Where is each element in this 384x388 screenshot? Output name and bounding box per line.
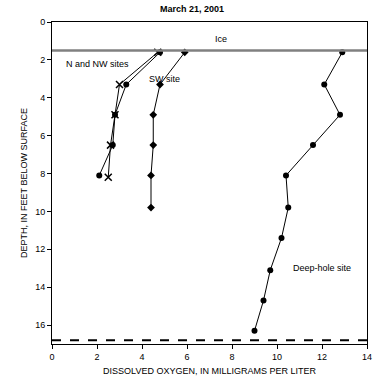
svg-text:12: 12	[35, 244, 45, 254]
svg-text:SW site: SW site	[149, 74, 180, 84]
svg-text:10: 10	[35, 207, 45, 217]
svg-text:4: 4	[40, 93, 45, 103]
svg-text:6: 6	[40, 131, 45, 141]
svg-text:Deep-hole site: Deep-hole site	[293, 263, 351, 273]
svg-text:8: 8	[229, 352, 234, 362]
svg-text:6: 6	[184, 352, 189, 362]
svg-text:DEPTH, IN FEET BELOW SURFACE: DEPTH, IN FEET BELOW SURFACE	[19, 108, 29, 258]
svg-text:March 21, 2001: March 21, 2001	[160, 4, 224, 14]
svg-text:N and NW sites: N and NW sites	[66, 59, 129, 69]
svg-text:4: 4	[139, 352, 144, 362]
svg-text:Ice: Ice	[215, 34, 227, 44]
svg-text:14: 14	[35, 282, 45, 292]
svg-text:0: 0	[49, 352, 54, 362]
svg-text:0: 0	[40, 17, 45, 27]
svg-text:DISSOLVED OXYGEN, IN MILLIGRAM: DISSOLVED OXYGEN, IN MILLIGRAMS PER LITE…	[103, 366, 316, 376]
svg-text:16: 16	[35, 320, 45, 330]
svg-text:10: 10	[272, 352, 282, 362]
svg-text:2: 2	[40, 55, 45, 65]
svg-text:12: 12	[317, 352, 327, 362]
svg-text:8: 8	[40, 169, 45, 179]
svg-text:14: 14	[362, 352, 372, 362]
svg-text:2: 2	[94, 352, 99, 362]
